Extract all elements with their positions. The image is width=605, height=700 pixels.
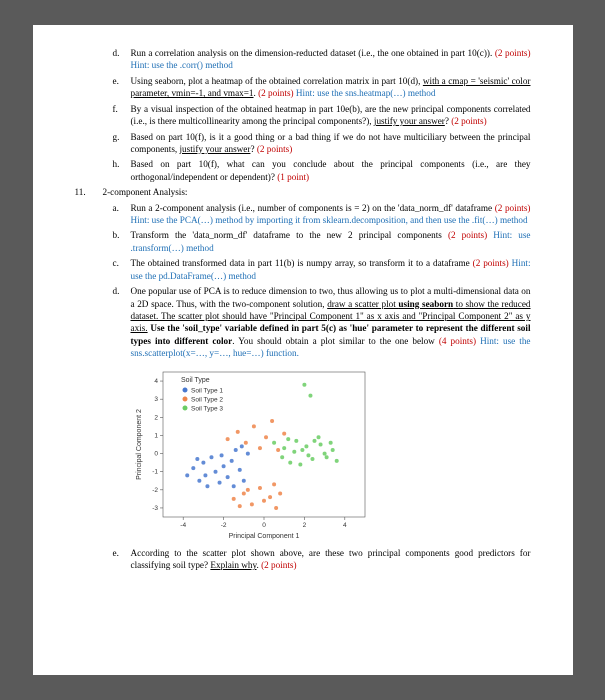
title-11: 2-component Analysis: (103, 187, 188, 197)
svg-text:Soil Type: Soil Type (181, 377, 210, 384)
pts-10f: (2 points) (451, 116, 486, 126)
pts-11a: (2 points) (495, 203, 531, 213)
text-10h: Based on part 10(f), what can you conclu… (131, 159, 531, 181)
svg-text:Soil Type 2: Soil Type 2 (191, 396, 223, 403)
pts-11e: (2 points) (261, 560, 296, 570)
svg-text:-2: -2 (152, 487, 158, 494)
document-page: d. Run a correlation analysis on the dim… (33, 25, 573, 675)
hint-10d: Hint: use the .corr() method (131, 60, 233, 70)
pts-10e: (2 points) (258, 88, 293, 98)
label-10f: f. (113, 103, 118, 115)
label-11a: a. (113, 202, 119, 214)
label-10e: e. (113, 75, 119, 87)
label-11b: b. (113, 229, 120, 241)
svg-text:3: 3 (154, 396, 158, 403)
text-11c: The obtained transformed data in part 11… (131, 258, 470, 268)
u1-11d: draw a scatter plot (327, 299, 398, 309)
svg-text:-3: -3 (152, 505, 158, 512)
label-11d: d. (113, 285, 120, 297)
item-10d: d. Run a correlation analysis on the dim… (75, 47, 531, 72)
text-10e: Using seaborn, plot a heatmap of the obt… (131, 76, 423, 86)
pts-10d: (2 points) (495, 48, 531, 58)
after-10f: ? (445, 116, 449, 126)
item-11b: b. Transform the 'data_norm_df' datafram… (75, 229, 531, 254)
item-10f: f. By a visual inspection of the obtaine… (75, 103, 531, 128)
item-11a: a. Run a 2-component analysis (i.e., num… (75, 202, 531, 227)
b1-11d: using seaborn (398, 299, 453, 309)
scatter-plot: -4 -2 0 2 4 -3 -2 -1 0 1 2 3 4 Principal Component 1 P… (131, 366, 371, 541)
pts-10g: (2 points) (257, 144, 292, 154)
text-11b: Transform the 'data_norm_df' dataframe t… (131, 230, 442, 240)
svg-text:Soil Type 1: Soil Type 1 (191, 387, 223, 394)
label-10h: h. (113, 158, 120, 170)
after-10e: . (254, 88, 256, 98)
item-11d: d. One popular use of PCA is to reduce d… (75, 285, 531, 360)
item-11e: e. According to the scatter plot shown a… (75, 547, 531, 572)
svg-text:Principal Component 1: Principal Component 1 (228, 533, 299, 540)
question-list: d. Run a correlation analysis on the dim… (75, 47, 531, 572)
label-11c: c. (113, 257, 119, 269)
svg-text:2: 2 (302, 522, 306, 529)
item-11c: c. The obtained transformed data in part… (75, 257, 531, 282)
svg-text:Soil Type 3: Soil Type 3 (191, 405, 223, 412)
hint-11a: Hint: use the PCA(…) method by importing… (131, 215, 528, 225)
label-11: 11. (75, 186, 86, 198)
label-10g: g. (113, 131, 120, 143)
svg-text:-2: -2 (220, 522, 226, 529)
svg-text:0: 0 (154, 450, 158, 457)
text-11a: Run a 2-component analysis (i.e., number… (131, 203, 493, 213)
chart-container: -4 -2 0 2 4 -3 -2 -1 0 1 2 3 4 Principal Component 1 P… (75, 366, 531, 541)
label-11e: e. (113, 547, 119, 559)
pts-11c: (2 points) (473, 258, 509, 268)
svg-text:-1: -1 (152, 468, 158, 475)
label-10d: d. (113, 47, 120, 59)
u-10f: justify your answer (374, 116, 445, 126)
u-10g: justify your answer (180, 144, 251, 154)
svg-text:0: 0 (262, 522, 266, 529)
item-10e: e. Using seaborn, plot a heatmap of the … (75, 75, 531, 100)
svg-text:4: 4 (154, 378, 158, 385)
pts-11d: (4 points) (439, 336, 476, 346)
svg-text:-4: -4 (180, 522, 186, 529)
item-11: 11. 2-component Analysis: (75, 186, 531, 198)
item-10g: g. Based on part 10(f), is it a good thi… (75, 131, 531, 156)
svg-text:Principal Component 2: Principal Component 2 (136, 409, 143, 480)
svg-text:2: 2 (154, 414, 158, 421)
svg-text:4: 4 (342, 522, 346, 529)
text-10d: Run a correlation analysis on the dimens… (131, 48, 493, 58)
text-11e: According to the scatter plot shown abov… (131, 548, 531, 570)
pts-10h: (1 point) (277, 172, 309, 182)
hint-10e: Hint: use the sns.heatmap(…) method (296, 88, 436, 98)
u-11e: Explain why (210, 560, 256, 570)
post-11d: . You should obtain a plot similar to th… (232, 336, 435, 346)
item-10h: h. Based on part 10(f), what can you con… (75, 158, 531, 183)
after-10g: ? (250, 144, 254, 154)
after-11e: . (256, 560, 258, 570)
svg-text:1: 1 (154, 432, 158, 439)
pts-11b: (2 points) (448, 230, 487, 240)
